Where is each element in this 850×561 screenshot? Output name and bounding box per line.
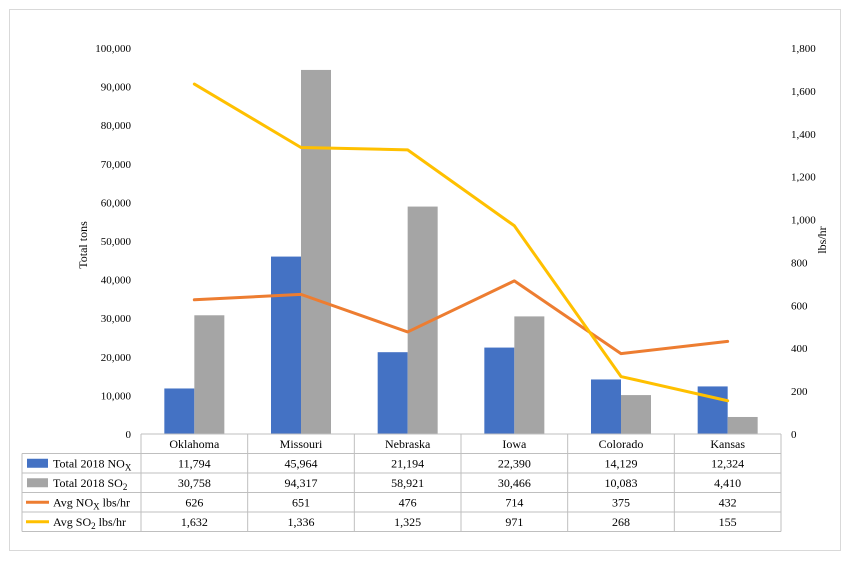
legend-label-subscript: X <box>93 501 100 511</box>
right-axis-title: lbs/hr <box>815 226 829 253</box>
data-label-so2_total: 4,410 <box>714 476 741 490</box>
data-label-so2_avg: 155 <box>719 515 737 529</box>
line-so2_avg <box>192 82 730 403</box>
right-tick-label: 1,800 <box>791 43 816 55</box>
legend-label-main: Avg NO <box>53 495 93 509</box>
left-tick-label: 20,000 <box>101 352 132 364</box>
left-tick-label: 80,000 <box>101 120 132 132</box>
category-label: Iowa <box>502 437 527 451</box>
data-label-nox_total: 11,794 <box>178 456 211 470</box>
legend-key-so2_total <box>27 478 48 488</box>
legend-label-main: Total 2018 SO <box>53 476 123 490</box>
left-tick-label: 70,000 <box>101 159 132 171</box>
data-label-nox_avg: 375 <box>612 495 630 509</box>
data-label-nox_total: 14,129 <box>605 456 638 470</box>
data-label-nox_avg: 432 <box>719 495 737 509</box>
legend-label-subscript: 2 <box>91 521 96 531</box>
legend-key-nox_total <box>27 458 48 468</box>
bar-nox_total-1 <box>271 256 301 434</box>
data-label-so2_avg: 1,325 <box>394 515 421 529</box>
bar-layer <box>164 69 758 435</box>
bar-nox_total-3 <box>484 347 515 434</box>
right-tick-label: 400 <box>791 343 808 355</box>
bar-so2_total-5 <box>727 416 758 434</box>
legend-label-nox_total: Total 2018 NOX <box>53 456 132 472</box>
line-nox_avg <box>192 279 730 356</box>
data-label-so2_total: 94,317 <box>285 476 318 490</box>
category-label: Kansas <box>710 437 745 451</box>
left-tick-label: 0 <box>126 429 132 441</box>
legend-label-main: Total 2018 NO <box>53 456 125 470</box>
data-label-nox_total: 21,194 <box>391 456 424 470</box>
data-label-nox_total: 22,390 <box>498 456 531 470</box>
data-label-nox_avg: 714 <box>505 495 523 509</box>
right-tick-label: 800 <box>791 257 808 269</box>
bar-nox_total-2 <box>377 352 408 434</box>
legend-label-subscript: X <box>125 462 132 472</box>
data-label-nox_total: 45,964 <box>285 456 318 470</box>
left-tick-label: 50,000 <box>101 236 132 248</box>
category-label: Colorado <box>599 437 644 451</box>
right-tick-label: 600 <box>791 300 808 312</box>
data-table: Oklahoma Missouri Nebraska Iowa Colorado Kans… <box>21 433 782 532</box>
left-tick-label: 30,000 <box>101 313 132 325</box>
data-label-nox_avg: 651 <box>292 495 310 509</box>
left-axis-title: Total tons <box>76 221 90 269</box>
right-tick-label: 1,400 <box>791 129 816 141</box>
right-tick-label: 1,000 <box>791 215 816 227</box>
legend-label-main: Avg SO <box>53 515 91 529</box>
bar-so2_total-3 <box>514 316 545 434</box>
legend-label-tail: lbs/hr <box>96 515 126 529</box>
data-label-so2_total: 30,466 <box>498 476 531 490</box>
legend-label-subscript: 2 <box>123 482 128 492</box>
data-label-so2_total: 30,758 <box>178 476 211 490</box>
left-tick-label: 100,000 <box>95 43 131 55</box>
category-label: Missouri <box>280 437 323 451</box>
data-label-so2_avg: 268 <box>612 515 630 529</box>
left-tick-label: 60,000 <box>101 197 132 209</box>
legend-label-nox_avg: Avg NOX lbs/hr <box>53 495 130 511</box>
category-label: Nebraska <box>385 437 431 451</box>
bar-nox_total-4 <box>591 379 621 434</box>
data-label-nox_avg: 626 <box>185 495 203 509</box>
right-tick-label: 1,600 <box>791 86 816 98</box>
bar-so2_total-0 <box>194 315 225 434</box>
right-tick-label: 0 <box>791 429 797 441</box>
legend-label-tail: lbs/hr <box>100 495 130 509</box>
data-label-nox_avg: 476 <box>399 495 417 509</box>
data-label-nox_total: 12,324 <box>711 456 744 470</box>
left-tick-label: 40,000 <box>101 275 132 287</box>
data-label-so2_total: 10,083 <box>605 476 638 490</box>
data-label-so2_total: 58,921 <box>391 476 424 490</box>
legend-label-so2_total: Total 2018 SO2 <box>53 476 127 492</box>
bar-so2_total-4 <box>621 395 651 434</box>
data-label-so2_avg: 1,336 <box>288 515 315 529</box>
bar-so2_total-1 <box>301 69 331 435</box>
left-tick-label: 10,000 <box>101 390 132 402</box>
category-label: Oklahoma <box>169 437 220 451</box>
legend-label-so2_avg: Avg SO2 lbs/hr <box>53 515 126 531</box>
right-tick-label: 200 <box>791 386 808 398</box>
data-label-so2_avg: 971 <box>505 515 523 529</box>
line-layer <box>192 82 730 403</box>
bar-nox_total-0 <box>164 388 195 434</box>
data-label-so2_avg: 1,632 <box>181 515 208 529</box>
left-tick-label: 90,000 <box>101 82 132 94</box>
right-tick-label: 1,200 <box>791 172 816 184</box>
